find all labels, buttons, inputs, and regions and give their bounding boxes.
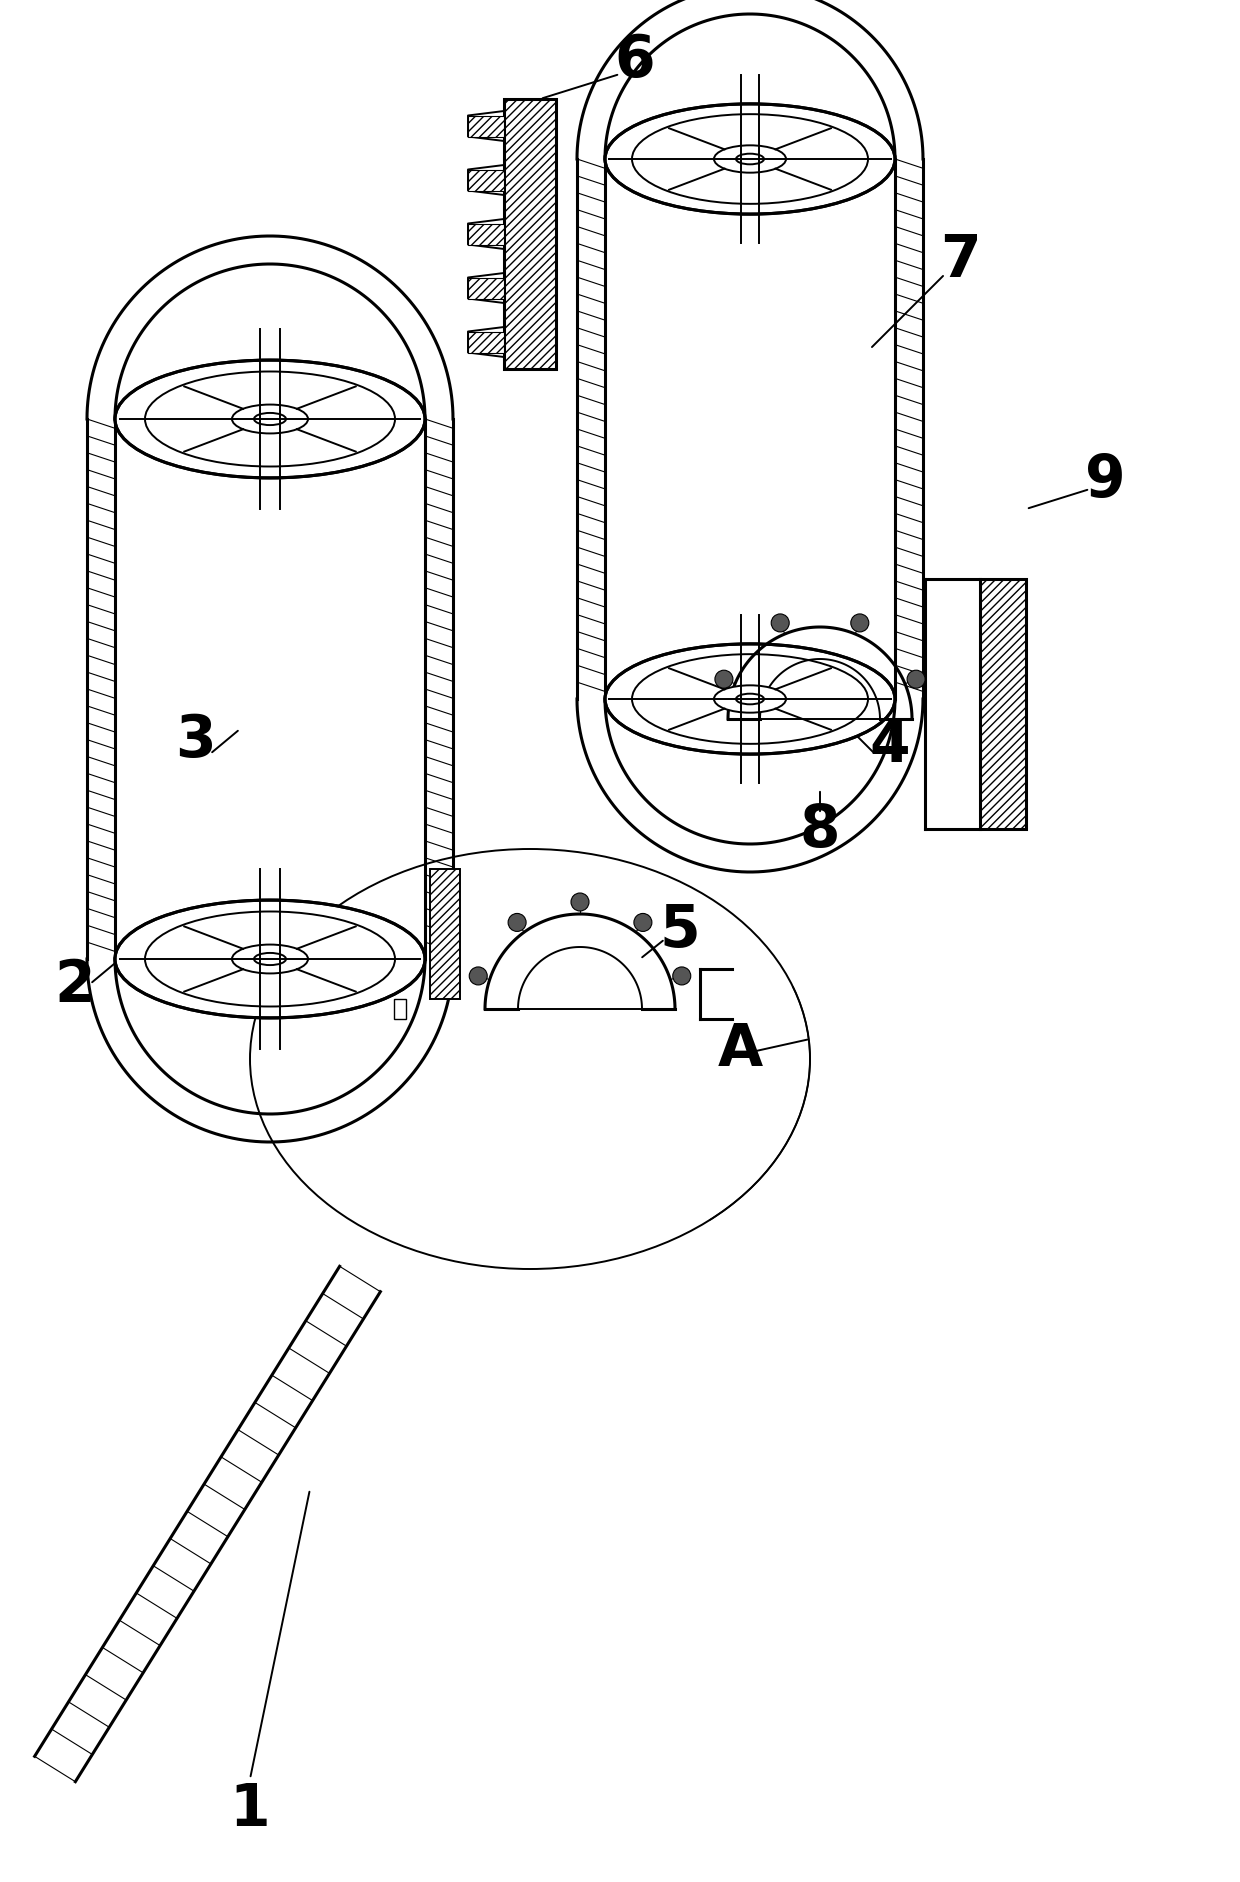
Bar	[980, 580, 1025, 830]
Circle shape	[634, 915, 652, 932]
Bar	[467, 279, 503, 299]
Ellipse shape	[632, 115, 868, 205]
Text: A: A	[718, 1020, 763, 1078]
Text: 6: 6	[615, 32, 655, 88]
Ellipse shape	[714, 147, 786, 173]
Ellipse shape	[145, 373, 396, 467]
Ellipse shape	[232, 945, 308, 973]
Ellipse shape	[254, 954, 286, 965]
Circle shape	[673, 967, 691, 986]
Ellipse shape	[145, 913, 396, 1007]
Circle shape	[908, 670, 925, 689]
Ellipse shape	[232, 405, 308, 435]
Bar	[430, 869, 460, 999]
Ellipse shape	[737, 154, 764, 166]
Ellipse shape	[714, 685, 786, 713]
Bar	[503, 100, 556, 369]
Circle shape	[851, 615, 869, 632]
Circle shape	[771, 615, 789, 632]
Text: 8: 8	[800, 802, 841, 858]
Ellipse shape	[115, 361, 425, 478]
Text: 3: 3	[175, 711, 216, 768]
Text: 7: 7	[940, 231, 981, 288]
Circle shape	[469, 967, 487, 986]
Bar	[467, 117, 503, 137]
Text: 5: 5	[660, 901, 701, 958]
Ellipse shape	[605, 105, 895, 215]
Bar	[467, 224, 503, 245]
Ellipse shape	[737, 694, 764, 706]
Circle shape	[570, 894, 589, 911]
Text: 2: 2	[55, 956, 95, 1013]
Ellipse shape	[254, 414, 286, 425]
Text: 9: 9	[1085, 452, 1126, 508]
Bar	[467, 333, 503, 354]
Bar	[394, 999, 405, 1020]
Bar	[467, 171, 503, 192]
Text: 4: 4	[869, 717, 910, 774]
Circle shape	[715, 670, 733, 689]
Text: 1: 1	[229, 1780, 270, 1837]
Circle shape	[508, 915, 526, 932]
Ellipse shape	[632, 655, 868, 745]
Ellipse shape	[115, 901, 425, 1018]
Ellipse shape	[605, 644, 895, 755]
